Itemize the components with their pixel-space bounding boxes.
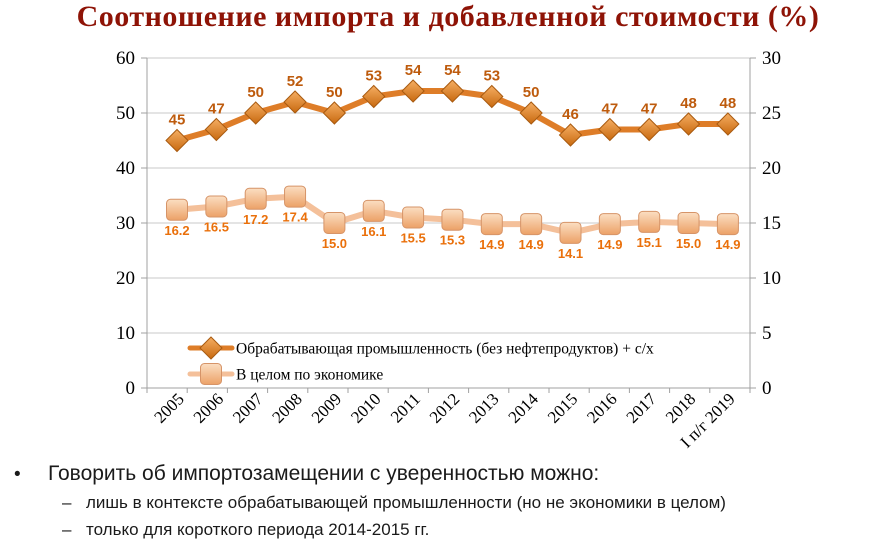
svg-text:47: 47 (602, 101, 619, 118)
svg-text:50: 50 (247, 84, 264, 101)
svg-text:2013: 2013 (465, 389, 502, 426)
svg-text:17.2: 17.2 (243, 212, 268, 227)
legend-label: Обрабатывающая промышленность (без нефте… (236, 341, 654, 358)
svg-text:2007: 2007 (229, 389, 267, 427)
svg-text:14.9: 14.9 (518, 237, 543, 252)
dash-marker: – (62, 493, 72, 512)
x-axis-labels: 2005 2006 2007 2008 2009 2010 2011 2012 2013 2014… (150, 389, 738, 452)
series-manufacturing: 45 47 50 52 50 53 54 54 53 50 46 47 47 48 48 (165, 62, 740, 153)
svg-text:40: 40 (116, 158, 135, 179)
svg-text:60: 60 (116, 48, 135, 69)
svg-text:46: 46 (562, 106, 579, 123)
svg-text:14.9: 14.9 (597, 237, 622, 252)
svg-text:2005: 2005 (150, 389, 187, 426)
svg-text:15.0: 15.0 (322, 236, 347, 251)
svg-text:45: 45 (169, 112, 186, 129)
svg-text:0: 0 (762, 378, 772, 399)
svg-text:48: 48 (720, 95, 737, 112)
svg-text:48: 48 (680, 95, 697, 112)
svg-text:2014: 2014 (505, 389, 543, 427)
y-axis-left-labels: 0 10 20 30 40 50 60 (116, 48, 135, 399)
svg-text:15.3: 15.3 (440, 233, 465, 248)
svg-text:14.9: 14.9 (715, 237, 740, 252)
dash-marker: – (62, 520, 72, 539)
bullet-row: • Говорить об импортозамещении с уверенн… (0, 462, 896, 486)
svg-text:20: 20 (116, 268, 135, 289)
svg-text:25: 25 (762, 103, 781, 124)
svg-text:15.0: 15.0 (676, 236, 701, 251)
sub-bullet-text: лишь в контексте обрабатывающей промышле… (86, 493, 726, 512)
axes (141, 57, 756, 393)
svg-text:52: 52 (287, 73, 304, 90)
svg-text:47: 47 (208, 101, 225, 118)
data-labels: 16.2 16.5 17.2 17.4 15.0 16.1 15.5 15.3 14.9 14.9… (164, 210, 740, 261)
svg-text:16.5: 16.5 (204, 220, 229, 235)
svg-text:15: 15 (762, 213, 781, 234)
legend-label: В целом по экономике (236, 367, 383, 384)
svg-text:2015: 2015 (544, 389, 581, 426)
svg-text:17.4: 17.4 (282, 210, 308, 225)
sub-bullet-row: – только для короткого периода 2014-2015… (0, 520, 896, 540)
svg-text:15.5: 15.5 (400, 231, 425, 246)
notes: • Говорить об импортозамещении с уверенн… (0, 456, 896, 540)
svg-text:50: 50 (116, 103, 135, 124)
sub-bullet-text: только для короткого периода 2014-2015 г… (86, 520, 430, 539)
page-title: Соотношение импорта и добавленной стоимо… (76, 0, 820, 33)
svg-text:30: 30 (116, 213, 135, 234)
svg-text:53: 53 (483, 68, 500, 85)
bullet-marker: • (14, 464, 21, 485)
data-labels: 45 47 50 52 50 53 54 54 53 50 46 47 47 48 48 (169, 62, 737, 129)
svg-text:54: 54 (444, 62, 461, 79)
series-economy: 16.2 16.5 17.2 17.4 15.0 16.1 15.5 15.3 14.9 14.9… (164, 185, 741, 261)
svg-text:15.1: 15.1 (637, 235, 662, 250)
svg-text:50: 50 (326, 84, 343, 101)
svg-text:10: 10 (762, 268, 781, 289)
svg-text:10: 10 (116, 323, 135, 344)
svg-text:20: 20 (762, 158, 781, 179)
svg-text:30: 30 (762, 48, 781, 69)
svg-text:2016: 2016 (583, 389, 620, 426)
gridlines (147, 57, 750, 334)
svg-text:2017: 2017 (623, 389, 661, 427)
legend: Обрабатывающая промышленность (без нефте… (187, 336, 654, 385)
svg-text:2012: 2012 (426, 389, 463, 426)
svg-text:14.9: 14.9 (479, 237, 504, 252)
svg-text:14.1: 14.1 (558, 246, 583, 261)
svg-text:16.1: 16.1 (361, 224, 386, 239)
svg-text:2009: 2009 (308, 389, 345, 426)
svg-text:47: 47 (641, 101, 658, 118)
bullet-title: Говорить об импортозамещении с увереннос… (48, 462, 600, 485)
svg-text:0: 0 (126, 378, 136, 399)
svg-text:16.2: 16.2 (164, 223, 189, 238)
sub-bullet-row: – лишь в контексте обрабатывающей промыш… (0, 493, 896, 513)
svg-text:2006: 2006 (190, 389, 227, 426)
svg-text:5: 5 (762, 323, 772, 344)
svg-text:2008: 2008 (268, 389, 305, 426)
svg-text:50: 50 (523, 84, 540, 101)
svg-text:54: 54 (405, 62, 422, 79)
y-axis-right-labels: 0 5 10 15 20 25 30 (762, 48, 781, 399)
svg-text:2011: 2011 (387, 389, 424, 426)
svg-text:53: 53 (365, 68, 382, 85)
svg-text:2010: 2010 (347, 389, 384, 426)
